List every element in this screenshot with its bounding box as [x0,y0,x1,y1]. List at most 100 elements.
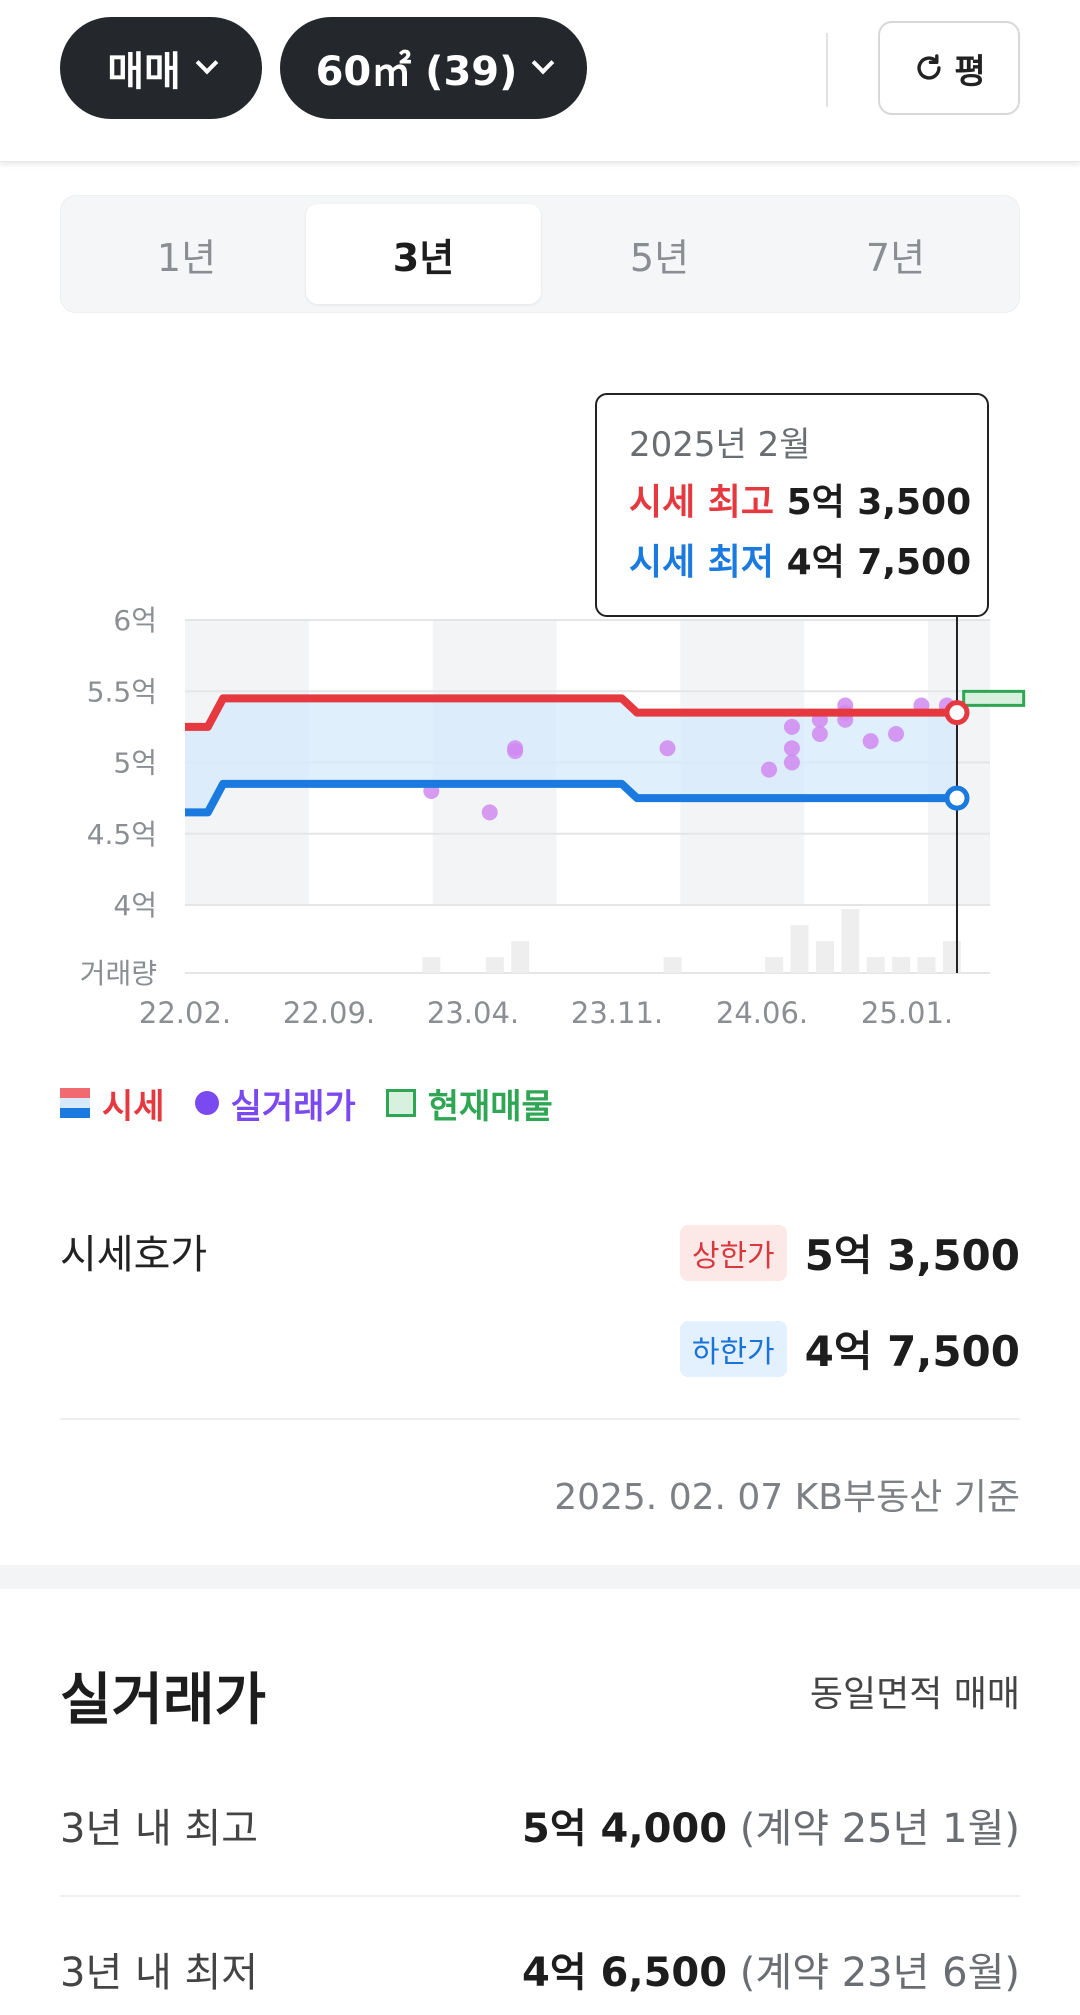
tooltip-date: 2025년 2월 [629,425,811,465]
legend-item-price: 시세 [60,1079,165,1128]
lower-price-value: 4억 7,500 [804,1327,1020,1376]
real-max-value: 5억 4,000 [521,1806,728,1852]
asking-lower-row: 하한가 4억 7,500 [679,1318,1020,1379]
transaction-point[interactable] [761,761,778,778]
x-tick-label: 23.04. [427,996,519,1030]
unit-toggle-label: 평 [954,51,986,92]
high-point-marker [944,700,970,726]
real-max-row: 5억 4,000 (계약 25년 1월) [522,1796,1020,1854]
real-price-title: 실거래가 [60,1668,267,1733]
volume-bar [485,957,504,973]
x-tick-label: 22.09. [283,996,375,1030]
legend-item-listing: 현재매물 [385,1079,553,1128]
refresh-icon [917,54,941,80]
current-listing-marker[interactable] [962,689,1026,707]
y-tick-label: 6억 [113,604,157,637]
transaction-point[interactable] [659,740,676,757]
upper-price-badge: 상한가 [679,1224,787,1281]
volume-bar [765,957,784,973]
real-min-value: 4억 6,500 [521,1950,728,1996]
tooltip-high-label: 시세 최고 [629,482,775,523]
volume-bar [790,925,809,973]
legend-item-transaction: 실거래가 [194,1079,356,1128]
volume-bar [841,909,860,973]
x-tick-label: 23.11. [571,996,663,1030]
volume-bar [917,957,936,973]
tab-label: 1년 [156,235,217,280]
tooltip-low-value: 4억 7,500 [786,542,972,583]
tab-3-year[interactable]: 3년 [306,204,541,304]
listing-box-icon [385,1089,416,1117]
transaction-point[interactable] [888,726,905,742]
x-tick-label: 25.01. [861,996,953,1030]
lower-price-badge: 하한가 [679,1320,787,1377]
transaction-point[interactable] [481,804,498,821]
volume-bar [892,957,911,973]
chevron-down-icon [532,51,555,75]
x-tick-label: 24.06. [716,996,808,1030]
volume-bar [511,941,530,973]
tab-label: 3년 [392,235,455,280]
asking-price-title: 시세호가 [60,1232,208,1278]
y-tick-label: 5억 [113,747,157,780]
real-price-filter[interactable]: 동일면적 매매 [809,1674,1020,1715]
tab-label: 7년 [865,235,926,280]
chevron-down-icon [195,51,219,75]
transaction-point[interactable] [783,740,800,757]
tooltip-low-row: 시세 최저 4억 7,500 [629,533,971,593]
chart-legend: 시세 실거래가 현재매물 [60,1078,583,1128]
price-band-swatch-icon [60,1088,90,1118]
trade-type-dropdown[interactable]: 매매 [60,17,262,119]
transaction-point[interactable] [811,726,828,742]
period-tabs: 1년 3년 5년 7년 [60,195,1020,313]
real-max-contract: (계약 25년 1월) [739,1806,1020,1852]
legend-label: 현재매물 [427,1086,553,1127]
real-min-contract: (계약 23년 6월) [739,1950,1020,1996]
transaction-point[interactable] [507,743,524,760]
volume-bar [866,957,885,973]
tooltip-low-label: 시세 최저 [629,542,775,583]
y-tick-label: 거래량 [80,957,157,990]
x-tick-label: 22.02. [139,996,231,1030]
area-dropdown[interactable]: 60㎡ (39) [280,17,587,119]
data-source-note: 2025. 02. 07 KB부동산 기준 [554,1477,1020,1518]
real-max-label: 3년 내 최고 [60,1806,259,1852]
divider [60,1895,1020,1897]
transaction-point[interactable] [783,718,800,735]
price-low-line [185,779,957,817]
transaction-dot-icon [194,1091,219,1115]
asking-upper-row: 상한가 5억 3,500 [679,1222,1020,1283]
legend-label: 시세 [102,1086,165,1127]
real-min-row: 4억 6,500 (계약 23년 6월) [522,1940,1020,1998]
filter-bar: 매매 60㎡ (39) 평 [0,0,1080,162]
tooltip-high-row: 시세 최고 5억 3,500 [629,473,971,533]
volume-bar [663,957,682,973]
real-min-label: 3년 내 최저 [60,1950,259,1996]
section-divider [0,1565,1080,1589]
upper-price-value: 5억 3,500 [804,1231,1020,1280]
area-label: 60㎡ (39) [315,49,518,95]
tab-5-year[interactable]: 5년 [542,204,777,304]
chart-tooltip: 2025년 2월 시세 최고 5억 3,500 시세 최저 4억 7,500 [595,393,989,617]
volume-bar [815,941,834,973]
y-tick-label: 5.5억 [87,675,157,708]
transaction-point[interactable] [862,733,879,750]
y-tick-label: 4억 [113,889,157,922]
volume-bar [942,941,961,973]
y-tick-label: 4.5억 [87,818,157,851]
tab-label: 5년 [629,235,690,280]
volume-bar [422,957,441,973]
tab-1-year[interactable]: 1년 [69,204,304,304]
low-point-marker [944,785,970,811]
transaction-point[interactable] [783,754,800,771]
unit-toggle-button[interactable]: 평 [878,21,1020,115]
tooltip-high-value: 5억 3,500 [786,482,972,523]
divider [60,1418,1020,1420]
divider [826,33,828,107]
tab-7-year[interactable]: 7년 [778,204,1013,304]
trade-type-label: 매매 [107,49,181,95]
legend-label: 실거래가 [230,1086,356,1127]
price-high-line [185,694,957,731]
